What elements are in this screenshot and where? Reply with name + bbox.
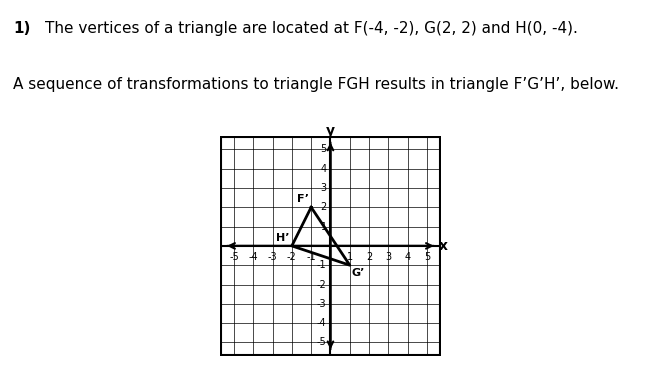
Text: -1: -1 [307, 252, 316, 262]
Text: -4: -4 [317, 318, 327, 328]
Text: 4: 4 [405, 252, 411, 262]
Text: G’: G’ [352, 268, 365, 278]
Text: The vertices of a triangle are located at F(-4, -2), G(2, 2) and H(0, -4).: The vertices of a triangle are located a… [45, 21, 578, 36]
Text: x: x [439, 239, 448, 253]
Text: A sequence of transformations to triangle FGH results in triangle F’G’H’, below.: A sequence of transformations to triangl… [13, 77, 619, 92]
Text: 1: 1 [321, 222, 327, 232]
Text: -5: -5 [317, 338, 327, 348]
Text: 3: 3 [321, 183, 327, 193]
Text: y: y [326, 124, 335, 138]
Text: 2: 2 [320, 202, 327, 212]
Text: -1: -1 [317, 260, 327, 270]
Text: F’: F’ [297, 195, 309, 204]
Text: 3: 3 [386, 252, 391, 262]
Text: 2: 2 [366, 252, 372, 262]
Text: -3: -3 [317, 299, 327, 309]
Text: 5: 5 [424, 252, 430, 262]
Text: -2: -2 [317, 280, 327, 290]
Text: H’: H’ [277, 233, 290, 243]
Text: -3: -3 [268, 252, 277, 262]
Text: -2: -2 [287, 252, 297, 262]
Text: 4: 4 [321, 164, 327, 174]
Text: 1: 1 [347, 252, 353, 262]
Text: 5: 5 [320, 144, 327, 154]
Text: 1): 1) [13, 21, 30, 36]
Text: -5: -5 [229, 252, 238, 262]
Text: -4: -4 [248, 252, 258, 262]
